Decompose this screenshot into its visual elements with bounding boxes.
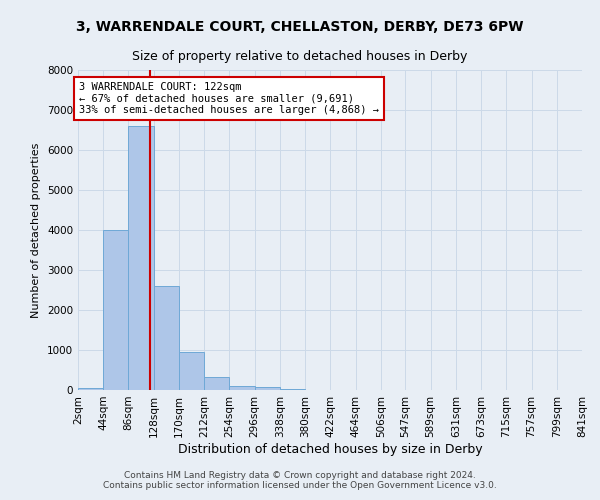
- Bar: [254, 387, 280, 390]
- Bar: [179, 352, 204, 390]
- Bar: [280, 389, 305, 390]
- Bar: [204, 377, 229, 390]
- Text: Contains HM Land Registry data © Crown copyright and database right 2024.
Contai: Contains HM Land Registry data © Crown c…: [103, 470, 497, 490]
- Bar: [154, 286, 179, 390]
- Text: Size of property relative to detached houses in Derby: Size of property relative to detached ho…: [133, 50, 467, 63]
- Text: 3 WARRENDALE COURT: 122sqm
← 67% of detached houses are smaller (9,691)
33% of s: 3 WARRENDALE COURT: 122sqm ← 67% of deta…: [79, 82, 379, 115]
- Bar: [103, 230, 128, 390]
- Text: 3, WARRENDALE COURT, CHELLASTON, DERBY, DE73 6PW: 3, WARRENDALE COURT, CHELLASTON, DERBY, …: [76, 20, 524, 34]
- Bar: [78, 388, 103, 390]
- Bar: [229, 386, 254, 390]
- Y-axis label: Number of detached properties: Number of detached properties: [31, 142, 41, 318]
- Bar: [128, 126, 154, 390]
- X-axis label: Distribution of detached houses by size in Derby: Distribution of detached houses by size …: [178, 442, 482, 456]
